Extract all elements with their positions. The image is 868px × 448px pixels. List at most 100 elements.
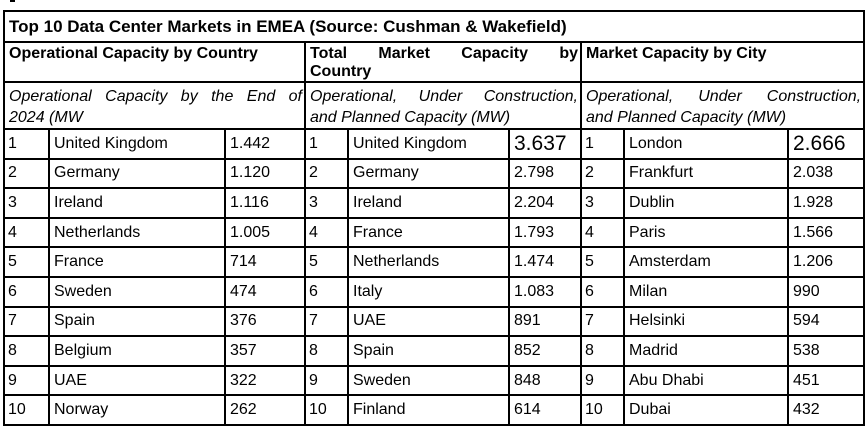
table-title: Top 10 Data Center Markets in EMEA (Sour… — [2, 10, 866, 43]
header-line: Operational Capacity by Country — [9, 45, 258, 62]
section-3-row-8-value: 538 — [786, 335, 866, 367]
section-3-row-3-value: 1.928 — [786, 187, 866, 219]
section-2-row-7-rank: 7 — [304, 305, 349, 338]
section-2-row-5-rank: 5 — [304, 246, 349, 278]
section-3-row-10-rank: 10 — [580, 394, 625, 426]
table-row: 5 France 714 5 Netherlands 1.474 5 Amsterdam 1.2… — [3, 246, 866, 278]
section-2-row-4-rank: 4 — [304, 216, 349, 249]
section-2-row-3-rank: 3 — [304, 187, 349, 219]
section-2-row-1-value: 3.637 — [508, 128, 582, 160]
table-row: 4 Netherlands 1.005 4 France 1.793 4 Paris 1.566 — [3, 216, 866, 249]
section-1-row-3-value: 1.116 — [224, 187, 306, 219]
section-3-row-7-value: 594 — [786, 305, 866, 338]
section-3-row-6-name: Milan — [623, 275, 789, 308]
section-3-row-9-rank: 9 — [580, 364, 625, 397]
section-2-row-8-name: Spain — [347, 335, 510, 367]
section-1-row-10-rank: 10 — [3, 394, 50, 426]
section-1-row-1-name: United Kingdom — [48, 128, 226, 160]
section-2-row-7-value: 891 — [508, 305, 582, 338]
subtitle-line: Operational Capacity by the End of — [9, 88, 302, 105]
section-3-row-4-rank: 4 — [580, 216, 625, 249]
section-2-row-5-value: 1.474 — [508, 246, 582, 278]
section-3-row-6-rank: 6 — [580, 275, 625, 308]
section-1-row-5-name: France — [48, 246, 226, 278]
section-3-row-2-value: 2.038 — [786, 157, 866, 190]
section-header-market-capacity-city: Market Capacity by City — [579, 41, 866, 83]
emea-data-center-table: Top 10 Data Center Markets in EMEA (Sour… — [2, 10, 866, 426]
section-1-row-1-value: 1.442 — [224, 128, 306, 160]
section-1-row-5-rank: 5 — [3, 246, 50, 278]
section-1-row-6-rank: 6 — [3, 275, 50, 308]
section-2-row-9-rank: 9 — [304, 364, 349, 397]
section-3-row-8-rank: 8 — [580, 335, 625, 367]
table-row: 10 Norway 262 10 Finland 614 10 Dubai 432 — [3, 394, 866, 426]
section-2-row-3-name: Ireland — [347, 187, 510, 219]
section-subtitle-market-capacity-city: Operational, Under Construction, and Pla… — [579, 81, 866, 130]
table-body: 1 United Kingdom 1.442 1 United Kingdom 3.637… — [3, 128, 866, 426]
header-line: Country — [310, 63, 372, 80]
section-3-row-2-rank: 2 — [580, 157, 625, 190]
section-2-row-1-rank: 1 — [304, 128, 349, 160]
header-line: Total Market Capacity by — [310, 45, 578, 62]
section-1-row-9-value: 322 — [224, 364, 306, 397]
section-2-row-6-value: 1.083 — [508, 275, 582, 308]
section-3-row-9-value: 451 — [786, 364, 866, 397]
section-3-row-7-name: Helsinki — [623, 305, 789, 338]
table-row: 8 Belgium 357 8 Spain 852 8 Madrid 538 — [3, 335, 866, 367]
section-3-row-4-name: Paris — [623, 216, 789, 249]
subtitle-line: Operational, Under Construction, — [310, 88, 578, 105]
section-1-row-4-value: 1.005 — [224, 216, 306, 249]
section-subtitle-operational-capacity: Operational Capacity by the End of 2024 … — [3, 81, 306, 130]
section-1-row-10-value: 262 — [224, 394, 306, 426]
section-1-row-6-value: 474 — [224, 275, 306, 308]
section-1-row-2-value: 1.120 — [224, 157, 306, 190]
section-2-row-5-name: Netherlands — [347, 246, 510, 278]
section-3-row-1-rank: 1 — [580, 128, 625, 160]
table-row: 3 Ireland 1.116 3 Ireland 2.204 3 Dublin 1.928 — [3, 187, 866, 219]
section-2-row-7-name: UAE — [347, 305, 510, 338]
section-2-row-6-rank: 6 — [304, 275, 349, 308]
section-2-row-10-value: 614 — [508, 394, 582, 426]
subtitle-line: and Planned Capacity (MW) — [310, 109, 511, 126]
section-2-row-9-value: 848 — [508, 364, 582, 397]
table-row: 6 Sweden 474 6 Italy 1.083 6 Milan 990 — [3, 275, 866, 308]
section-1-row-5-value: 714 — [224, 246, 306, 278]
section-1-row-4-name: Netherlands — [48, 216, 226, 249]
subtitle-line: and Planned Capacity (MW) — [586, 109, 787, 126]
header-line: Market Capacity by City — [586, 45, 767, 62]
section-1-row-7-name: Spain — [48, 305, 226, 338]
section-2-row-2-name: Germany — [347, 157, 510, 190]
table-row: 1 United Kingdom 1.442 1 United Kingdom 3.637… — [3, 128, 866, 160]
section-1-row-9-rank: 9 — [3, 364, 50, 397]
section-2-row-2-value: 2.798 — [508, 157, 582, 190]
subtitle-line: Operational, Under Construction, — [586, 88, 862, 105]
section-1-row-1-rank: 1 — [3, 128, 50, 160]
section-3-row-1-name: London — [623, 128, 789, 160]
section-1-row-8-value: 357 — [224, 335, 306, 367]
section-2-row-4-name: France — [347, 216, 510, 249]
section-1-row-6-name: Sweden — [48, 275, 226, 308]
table-row: 7 Spain 376 7 UAE 891 7 Helsinki 594 — [3, 305, 866, 338]
table-row: 9 UAE 322 9 Sweden 848 9 Abu Dhabi 451 — [3, 364, 866, 397]
section-3-row-9-name: Abu Dhabi — [623, 364, 789, 397]
section-1-row-2-name: Germany — [48, 157, 226, 190]
section-1-row-8-rank: 8 — [3, 335, 50, 367]
section-2-row-8-value: 852 — [508, 335, 582, 367]
section-2-row-6-name: Italy — [347, 275, 510, 308]
section-3-row-5-name: Amsterdam — [623, 246, 789, 278]
section-1-row-2-rank: 2 — [3, 157, 50, 190]
section-3-row-5-rank: 5 — [580, 246, 625, 278]
section-3-row-6-value: 990 — [786, 275, 866, 308]
section-header-operational-capacity-country: Operational Capacity by Country — [3, 41, 306, 83]
section-3-row-4-value: 1.566 — [786, 216, 866, 249]
section-3-row-1-value: 2.666 — [786, 128, 866, 160]
table-header: Top 10 Data Center Markets in EMEA (Sour… — [2, 10, 866, 130]
section-2-row-10-name: Finland — [347, 394, 510, 426]
section-1-row-3-name: Ireland — [48, 187, 226, 219]
section-header-total-market-capacity-country: Total Market Capacity by Country — [304, 41, 582, 83]
section-1-row-10-name: Norway — [48, 394, 226, 426]
section-3-row-3-rank: 3 — [580, 187, 625, 219]
section-3-row-8-name: Madrid — [623, 335, 789, 367]
section-3-row-7-rank: 7 — [580, 305, 625, 338]
